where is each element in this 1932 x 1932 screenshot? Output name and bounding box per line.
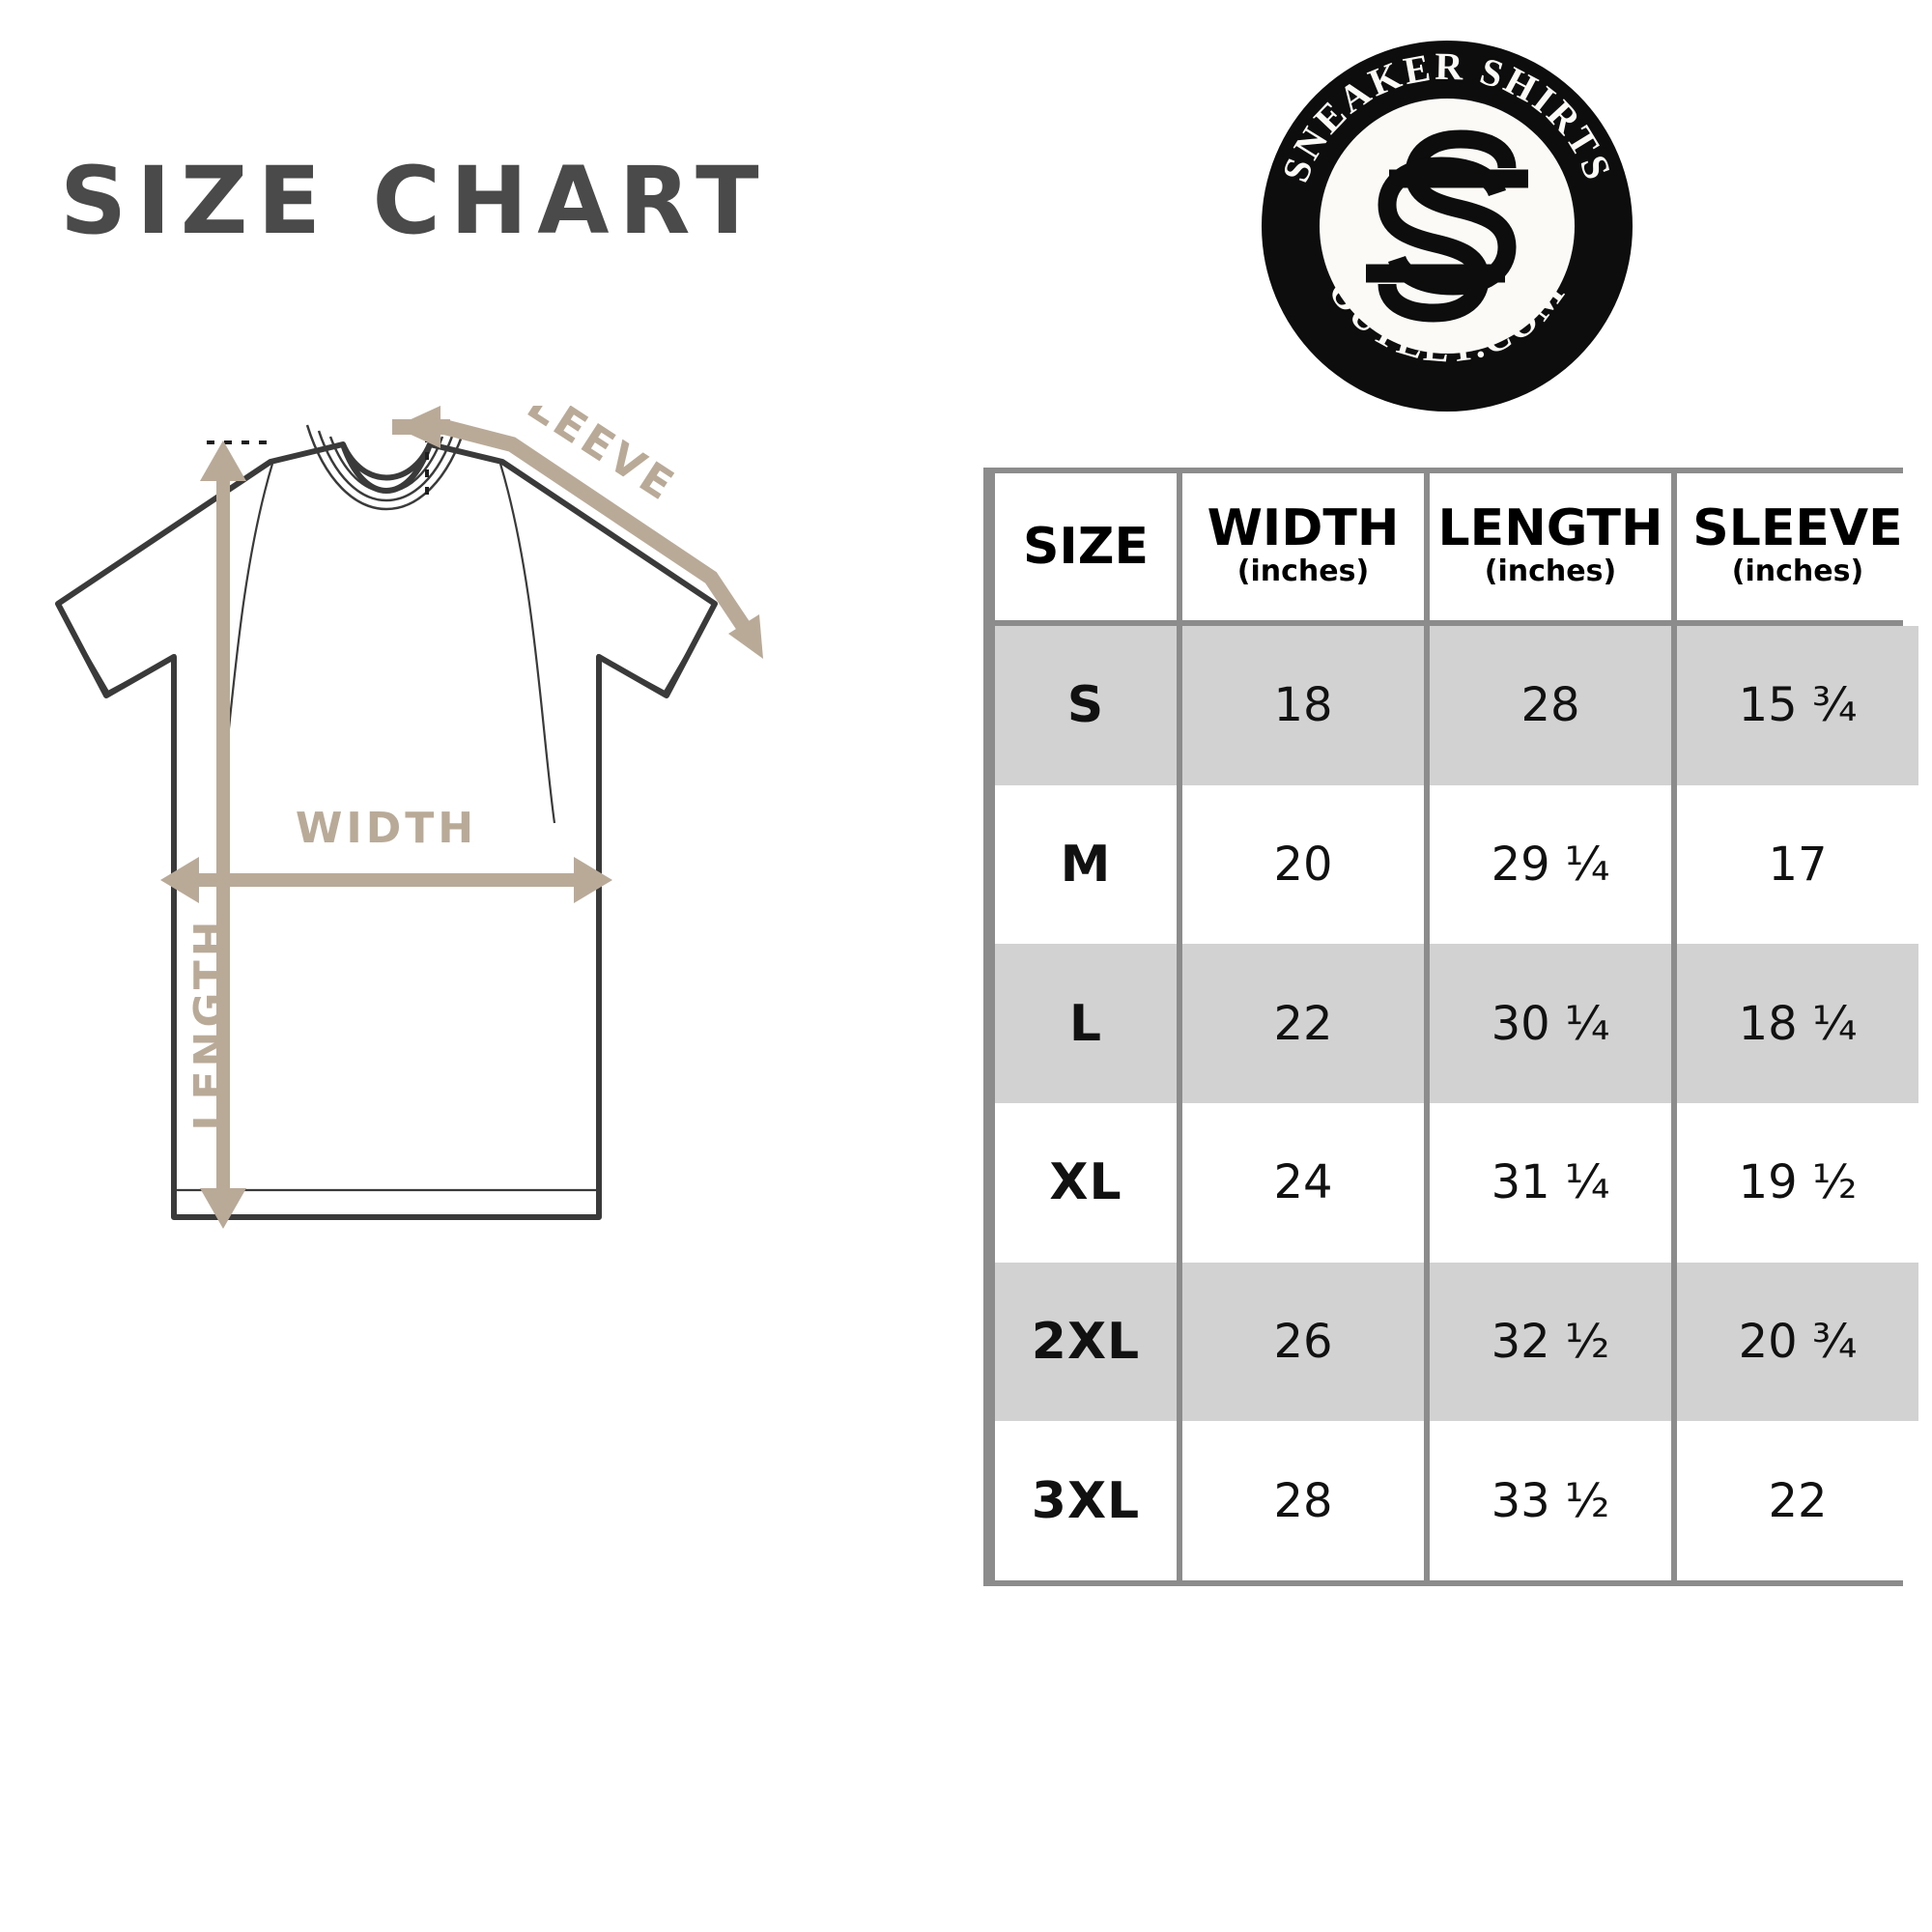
column-header-width: WIDTH (inches) bbox=[1182, 473, 1424, 620]
column-header-width-label: WIDTH bbox=[1207, 499, 1400, 558]
column-header-length-unit: (inches) bbox=[1484, 554, 1617, 589]
column-header-length-label: LENGTH bbox=[1437, 499, 1663, 558]
cell-length: 29 ¼ bbox=[1430, 784, 1671, 945]
column-header-size: SIZE bbox=[995, 473, 1177, 620]
cell-size: L bbox=[995, 944, 1177, 1103]
cell-width: 22 bbox=[1182, 944, 1424, 1103]
table-header: SIZE WIDTH (inches) LENGTH (inches) SLEE… bbox=[995, 473, 1924, 626]
cell-size: XL bbox=[995, 1102, 1177, 1263]
cell-sleeve: 20 ¾ bbox=[1677, 1262, 1918, 1422]
brand-logo[interactable]: SNEAKER SHIRTS OUTLET.COM bbox=[1254, 33, 1640, 419]
width-arrow bbox=[160, 857, 612, 903]
cell-length: 33 ½ bbox=[1430, 1421, 1671, 1580]
size-chart-table-container: SIZE WIDTH (inches) LENGTH (inches) SLEE… bbox=[983, 468, 1918, 1586]
cell-size: S bbox=[995, 626, 1177, 785]
page-title: SIZE CHART bbox=[60, 147, 769, 255]
table-row[interactable]: 3XL 28 33 ½ 22 bbox=[995, 1421, 1924, 1580]
length-label: LENGTH bbox=[185, 917, 235, 1130]
cell-size: 3XL bbox=[995, 1421, 1177, 1580]
cell-width: 20 bbox=[1182, 784, 1424, 945]
tshirt-measurement-diagram: LENGTH WIDTH SLEEVE bbox=[0, 361, 773, 1507]
column-header-size-label: SIZE bbox=[1022, 518, 1150, 576]
brand-logo-icon: SNEAKER SHIRTS OUTLET.COM bbox=[1262, 41, 1633, 412]
table-row[interactable]: L 22 30 ¼ 18 ¼ bbox=[995, 944, 1924, 1103]
column-header-sleeve-label: SLEEVE bbox=[1692, 499, 1903, 558]
cell-length: 31 ¼ bbox=[1430, 1102, 1671, 1263]
column-header-sleeve: SLEEVE (inches) bbox=[1677, 473, 1918, 620]
size-chart-table: SIZE WIDTH (inches) LENGTH (inches) SLEE… bbox=[989, 473, 1930, 1580]
table-header-row: SIZE WIDTH (inches) LENGTH (inches) SLEE… bbox=[995, 473, 1924, 620]
cell-size: 2XL bbox=[995, 1262, 1177, 1422]
cell-width: 28 bbox=[1182, 1421, 1424, 1580]
table-body: S 18 28 15 ¾ M 20 29 ¼ 17 L 22 30 ¼ 18 ¼… bbox=[995, 626, 1924, 1580]
table-row[interactable]: 2XL 26 32 ½ 20 ¾ bbox=[995, 1262, 1924, 1422]
cell-sleeve: 22 bbox=[1677, 1421, 1918, 1580]
length-arrow bbox=[200, 440, 246, 1229]
table-row[interactable]: M 20 29 ¼ 17 bbox=[995, 784, 1924, 945]
cell-sleeve: 18 ¼ bbox=[1677, 944, 1918, 1103]
cell-width: 18 bbox=[1182, 626, 1424, 785]
sleeve-arrow-head-right bbox=[728, 614, 763, 659]
column-header-length: LENGTH (inches) bbox=[1430, 473, 1671, 620]
table-row[interactable]: S 18 28 15 ¾ bbox=[995, 626, 1924, 785]
column-header-sleeve-unit: (inches) bbox=[1731, 554, 1864, 589]
cell-length: 28 bbox=[1430, 626, 1671, 785]
cell-sleeve: 15 ¾ bbox=[1677, 626, 1918, 785]
table-row[interactable]: XL 24 31 ¼ 19 ½ bbox=[995, 1102, 1924, 1263]
cell-width: 24 bbox=[1182, 1102, 1424, 1263]
cell-length: 30 ¼ bbox=[1430, 944, 1671, 1103]
sleeve-arrow-line bbox=[442, 419, 756, 640]
tshirt-collar-main bbox=[340, 443, 433, 494]
cell-length: 32 ½ bbox=[1430, 1262, 1671, 1422]
sleeve-arrow-stub bbox=[392, 419, 450, 435]
width-label: WIDTH bbox=[296, 804, 477, 853]
cell-size: M bbox=[995, 784, 1177, 945]
tshirt-diagram-icon: LENGTH WIDTH SLEEVE bbox=[55, 361, 763, 1229]
cell-sleeve: 17 bbox=[1677, 784, 1918, 945]
cell-sleeve: 19 ½ bbox=[1677, 1102, 1918, 1263]
cell-width: 26 bbox=[1182, 1262, 1424, 1422]
column-header-width-unit: (inches) bbox=[1236, 554, 1370, 589]
